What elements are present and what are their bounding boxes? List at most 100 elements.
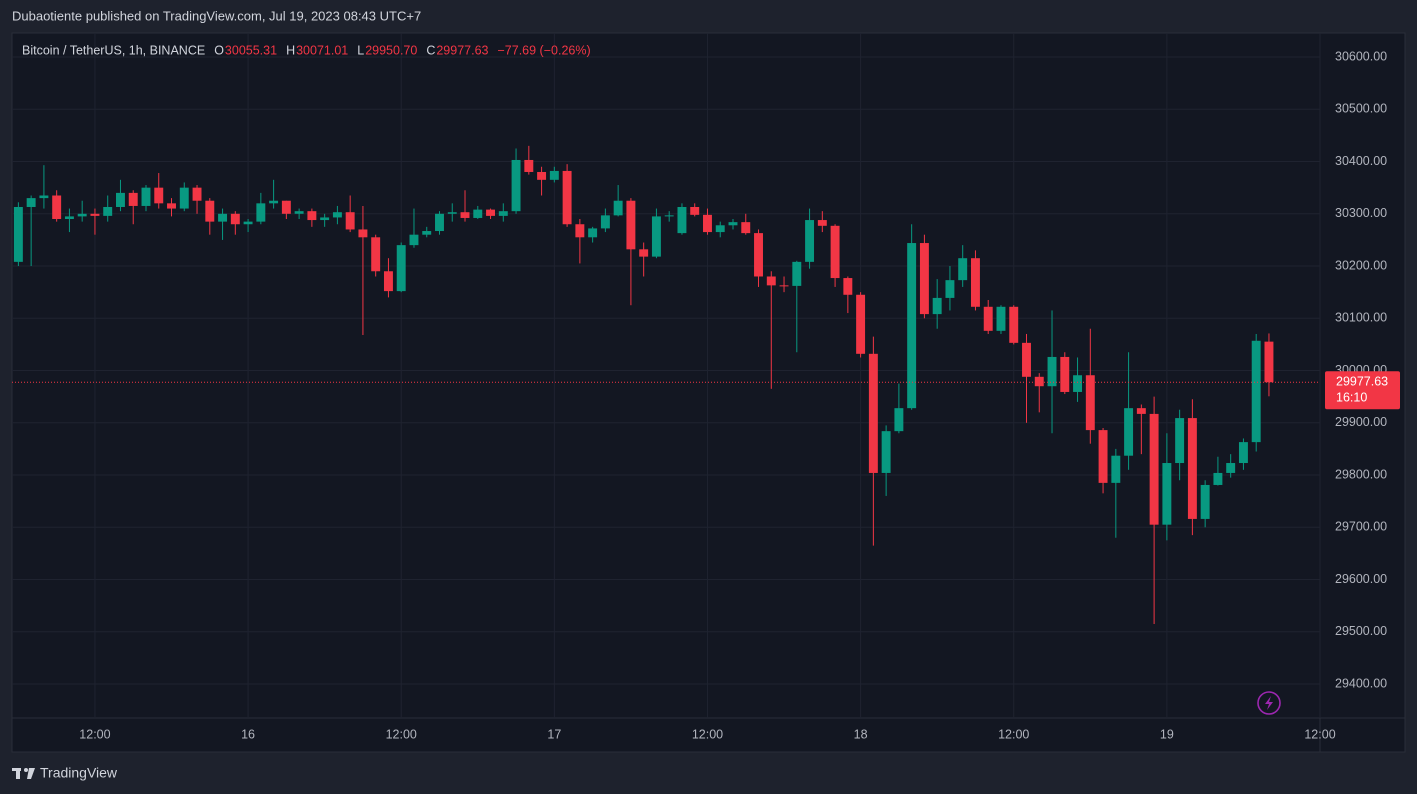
candle-body: [741, 222, 751, 234]
brand: TradingView: [40, 765, 118, 781]
candle-body: [435, 213, 444, 232]
candle-body: [409, 234, 419, 246]
candle-body: [511, 159, 521, 212]
candle-body: [13, 206, 23, 262]
candle-body: [1175, 418, 1185, 464]
candle-body: [575, 224, 585, 238]
candle-body: [486, 209, 496, 216]
candle-body: [64, 216, 74, 220]
candle-body: [805, 220, 815, 262]
candle-body: [703, 214, 712, 233]
candle-body: [281, 200, 291, 214]
candle-body: [1162, 463, 1172, 525]
candle-body: [843, 278, 853, 295]
x-tick-label: 12:00: [692, 727, 723, 741]
y-tick-label: 30500.00: [1335, 102, 1387, 116]
candle-body: [792, 261, 802, 286]
logo: [12, 768, 35, 779]
x-tick-label: 12:00: [386, 727, 417, 741]
candle-body: [549, 170, 559, 180]
last-price-tag: [1325, 371, 1400, 410]
candle-body: [154, 187, 164, 204]
ohlc-letter: O: [214, 43, 224, 57]
y-tick-label: 30300.00: [1335, 206, 1387, 220]
candle-body: [473, 209, 483, 218]
candle-body: [894, 408, 904, 432]
candle-body: [1073, 375, 1083, 392]
candle-body: [128, 192, 138, 206]
candle-body: [868, 353, 878, 473]
x-tick-label: 12:00: [1304, 727, 1335, 741]
candle-body: [103, 206, 113, 216]
x-tick-label: 12:00: [79, 727, 110, 741]
candle-body: [307, 211, 317, 221]
candle-body: [230, 213, 240, 225]
candle-body: [90, 213, 100, 216]
candle-body: [715, 225, 725, 233]
candle-body: [179, 187, 189, 209]
candle-body: [358, 229, 368, 238]
x-tick-label: 19: [1160, 727, 1174, 741]
candle-body: [1226, 463, 1236, 473]
candle-body: [498, 211, 508, 216]
x-tick-label: 12:00: [998, 727, 1029, 741]
candle-body: [1149, 413, 1159, 525]
candle-body: [39, 195, 49, 199]
ohlc-value: 29950.70: [365, 43, 417, 57]
x-tick-label: 17: [547, 727, 561, 741]
candle-body: [1022, 342, 1031, 377]
x-tick-label: 16: [241, 727, 255, 741]
candle-body: [77, 213, 87, 217]
candle-body: [639, 249, 649, 257]
candle-body: [383, 271, 393, 292]
x-tick-label: 18: [854, 727, 868, 741]
candle-body: [269, 200, 279, 204]
candle-body: [460, 212, 470, 218]
candle-body: [562, 170, 572, 225]
candle-body: [779, 285, 789, 287]
ohlc-letter: H: [286, 43, 295, 57]
candle-body: [1111, 455, 1121, 483]
candle-body: [537, 171, 547, 180]
candle-body: [613, 200, 623, 216]
candle-body: [1136, 408, 1146, 414]
y-tick-label: 29900.00: [1335, 415, 1387, 429]
candle-body: [1124, 408, 1134, 456]
candle-body: [320, 217, 330, 221]
candle-body: [1251, 340, 1261, 443]
y-tick-label: 30600.00: [1335, 49, 1387, 63]
candle-body: [1047, 356, 1057, 387]
ohlc-value: 30055.31: [225, 43, 277, 57]
candle-body: [26, 198, 36, 207]
candle-body: [600, 215, 610, 229]
candle-body: [243, 221, 253, 225]
candle-body: [664, 215, 674, 217]
ohlc-letter: L: [357, 43, 364, 57]
lightning-icon: [1257, 691, 1281, 715]
candle-body: [447, 212, 457, 214]
candle-body: [958, 258, 968, 281]
candle-body: [167, 203, 176, 209]
y-tick-label: 29400.00: [1335, 676, 1387, 690]
candle-body: [983, 306, 993, 331]
grid: [12, 33, 1321, 718]
y-tick-label: 30400.00: [1335, 154, 1387, 168]
y-tick-label: 29800.00: [1335, 467, 1387, 481]
chart-panel: [11, 32, 1406, 753]
candle-body: [1213, 472, 1223, 485]
candle-body: [817, 220, 827, 226]
candle-body: [396, 245, 406, 292]
candle-body: [766, 276, 776, 286]
candle-body: [626, 200, 636, 250]
candle-body: [970, 258, 980, 307]
candle-body: [1264, 341, 1274, 383]
candle-body: [116, 192, 125, 207]
candle-body: [1085, 375, 1095, 431]
y-tick-label: 30100.00: [1335, 311, 1387, 325]
candle-body: [728, 222, 738, 226]
candle-body: [690, 206, 700, 215]
candle-body: [919, 243, 929, 315]
candle-body: [945, 280, 955, 298]
candle-body: [932, 297, 942, 315]
